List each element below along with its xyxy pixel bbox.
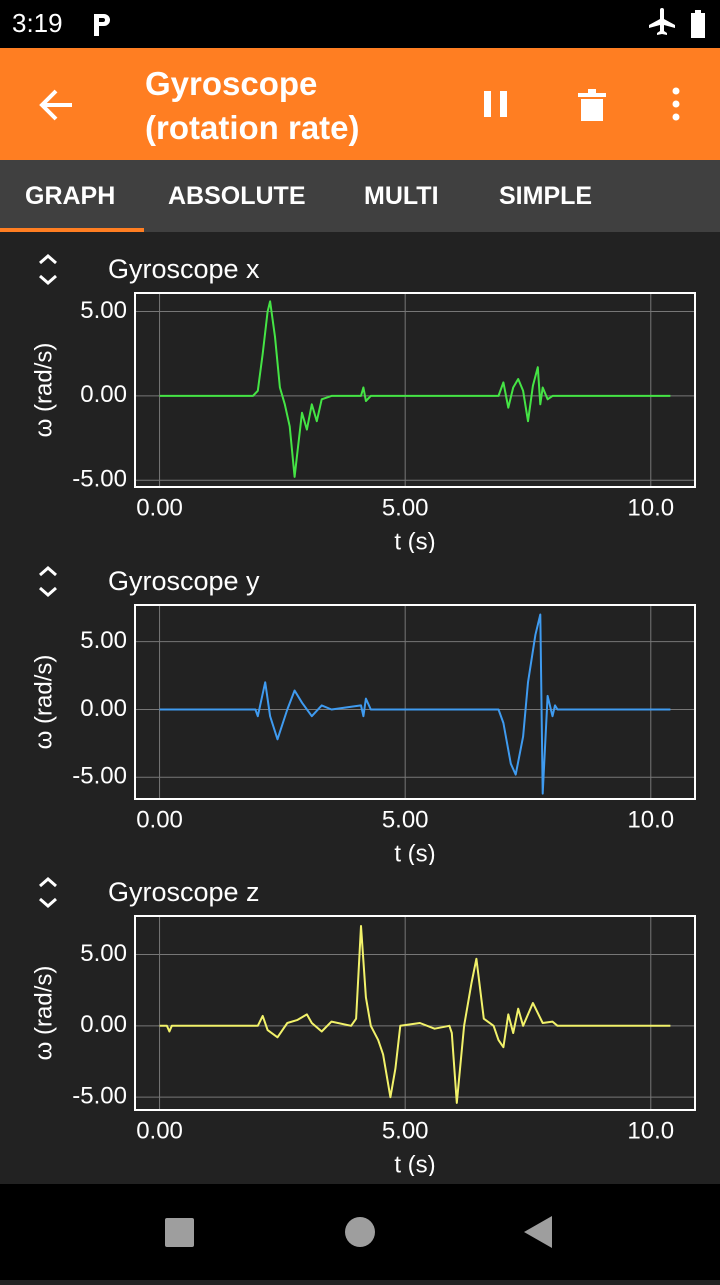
status-bar: 3:19 [0,0,720,48]
nav-icons [165,1216,552,1248]
tab-bar: GRAPH ABSOLUTE MULTI SIMPLE [0,160,720,232]
y-tick-label: 0.00 [80,381,127,408]
clock: 3:19 [12,8,63,38]
y-tick-label: -5.00 [72,466,127,493]
data-line [159,613,671,795]
expand-icon[interactable] [39,566,57,597]
y-tick-label: 5.00 [80,940,127,967]
data-line [159,300,671,478]
x-tick-label: 5.00 [382,806,429,833]
chart: Gyroscope x -5.00 0.00 5.00 0.00 5.00 10.0 t (s… [30,254,696,553]
chart-title: Gyroscope x [108,254,260,284]
y-tick-label: -5.00 [72,1083,127,1110]
x-tick-label: 10.0 [627,494,674,521]
tab[interactable]: ABSOLUTE [168,182,306,210]
x-tick-label: 5.00 [382,494,429,521]
toolbar-title: Gyroscope (rotation rate) [145,65,360,146]
x-tick-label: 0.00 [136,1117,183,1144]
chart-title: Gyroscope y [108,566,260,596]
y-tick-label: 0.00 [80,695,127,722]
menu-button-dot[interactable] [672,100,680,108]
y-axis-label: ω (rad/s) [30,655,57,750]
tab[interactable]: MULTI [364,182,439,210]
tab[interactable]: SIMPLE [499,182,593,210]
expand-icon[interactable] [39,877,57,908]
x-axis-label: t (s) [394,528,435,553]
back-nav-button[interactable] [524,1216,552,1248]
toolbar-icons [39,87,680,121]
status-icons [94,8,705,38]
y-axis-label: ω (rad/s) [30,966,57,1061]
y-tick-label: 0.00 [80,1011,127,1038]
x-axis-label: t (s) [394,840,435,865]
x-tick-label: 10.0 [627,1117,674,1144]
y-axis-label: ω (rad/s) [30,343,57,438]
toolbar: Gyroscope (rotation rate) [0,48,720,160]
navigation-bar [0,1184,720,1280]
home-button[interactable] [345,1217,375,1247]
back-button[interactable] [39,89,72,121]
pause-button[interactable] [484,91,491,117]
battery-icon [691,13,705,38]
battery-tip [695,10,701,14]
chart: Gyroscope z -5.00 0.00 5.00 0.00 5.00 10.0 t (s… [30,877,696,1176]
x-axis-label: t (s) [394,1151,435,1176]
y-tick-label: -5.00 [72,763,127,790]
plot-frame [134,604,696,800]
x-tick-label: 10.0 [627,806,674,833]
plot-frame [134,915,696,1111]
menu-button-dot[interactable] [672,113,680,121]
airplane-icon [649,8,675,35]
data-line [159,925,671,1104]
y-tick-label: 5.00 [80,297,127,324]
plot-frame [134,292,696,488]
x-tick-label: 0.00 [136,806,183,833]
chart: Gyroscope y -5.00 0.00 5.00 0.00 5.00 10.0 t (s… [30,566,696,865]
x-tick-label: 0.00 [136,494,183,521]
tab-indicator [0,228,144,232]
pause-button-bar[interactable] [500,91,507,117]
y-tick-label: 5.00 [80,627,127,654]
recents-button[interactable] [165,1218,194,1247]
expand-icon[interactable] [39,254,57,285]
chart-title: Gyroscope z [108,877,260,907]
tab[interactable]: GRAPH [25,182,116,210]
x-tick-label: 5.00 [382,1117,429,1144]
delete-button[interactable] [578,89,606,121]
menu-button[interactable] [672,87,680,95]
app-icon [94,14,110,36]
